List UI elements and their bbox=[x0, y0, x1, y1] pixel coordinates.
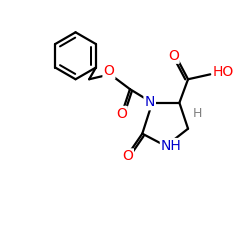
Text: NH: NH bbox=[161, 139, 182, 153]
Text: O: O bbox=[122, 150, 133, 164]
Text: O: O bbox=[168, 49, 179, 63]
Text: O: O bbox=[104, 64, 114, 78]
Text: O: O bbox=[116, 107, 127, 121]
Text: H: H bbox=[193, 107, 202, 120]
Text: HO: HO bbox=[213, 65, 234, 79]
Text: N: N bbox=[144, 95, 155, 109]
